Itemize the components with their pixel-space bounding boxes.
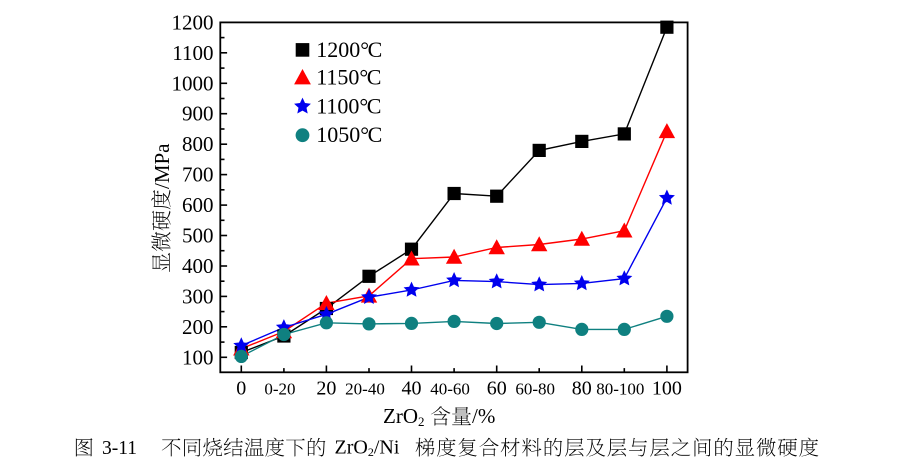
svg-text:1100°C: 1100°C bbox=[316, 93, 381, 118]
svg-text:500: 500 bbox=[182, 224, 214, 248]
svg-text:1150°C: 1150°C bbox=[316, 64, 381, 89]
svg-text:20: 20 bbox=[316, 378, 336, 400]
svg-text:400: 400 bbox=[182, 254, 214, 278]
svg-text:600: 600 bbox=[182, 193, 214, 217]
svg-text:800: 800 bbox=[182, 132, 214, 156]
svg-text:300: 300 bbox=[182, 284, 214, 308]
svg-text:100: 100 bbox=[182, 345, 214, 369]
svg-text:3-11: 3-11 bbox=[102, 438, 137, 459]
svg-text:1050°C: 1050°C bbox=[316, 122, 382, 147]
svg-text:20-40: 20-40 bbox=[345, 380, 385, 399]
svg-text:ZrO2: ZrO2 bbox=[383, 404, 425, 429]
svg-text:900: 900 bbox=[182, 102, 214, 126]
svg-text:1200: 1200 bbox=[172, 10, 214, 34]
svg-text:/MPa: /MPa bbox=[150, 143, 174, 189]
svg-text:700: 700 bbox=[182, 163, 214, 187]
svg-text:/%: /% bbox=[472, 404, 495, 428]
svg-text:0-20: 0-20 bbox=[264, 380, 295, 399]
svg-text:40-60: 40-60 bbox=[430, 380, 470, 399]
svg-text:60-80: 60-80 bbox=[515, 380, 555, 399]
svg-text:60: 60 bbox=[487, 378, 507, 400]
svg-text:40: 40 bbox=[402, 378, 422, 400]
svg-text:1200°C: 1200°C bbox=[316, 37, 382, 62]
svg-text:1100: 1100 bbox=[172, 41, 213, 65]
svg-text:80-100: 80-100 bbox=[596, 380, 644, 399]
svg-text:ZrO2/Ni: ZrO2/Ni bbox=[335, 437, 400, 460]
svg-text:80: 80 bbox=[572, 378, 592, 400]
svg-text:100: 100 bbox=[652, 378, 682, 400]
svg-text:1000: 1000 bbox=[172, 71, 214, 95]
svg-text:0: 0 bbox=[236, 378, 246, 400]
svg-text:200: 200 bbox=[182, 315, 214, 339]
